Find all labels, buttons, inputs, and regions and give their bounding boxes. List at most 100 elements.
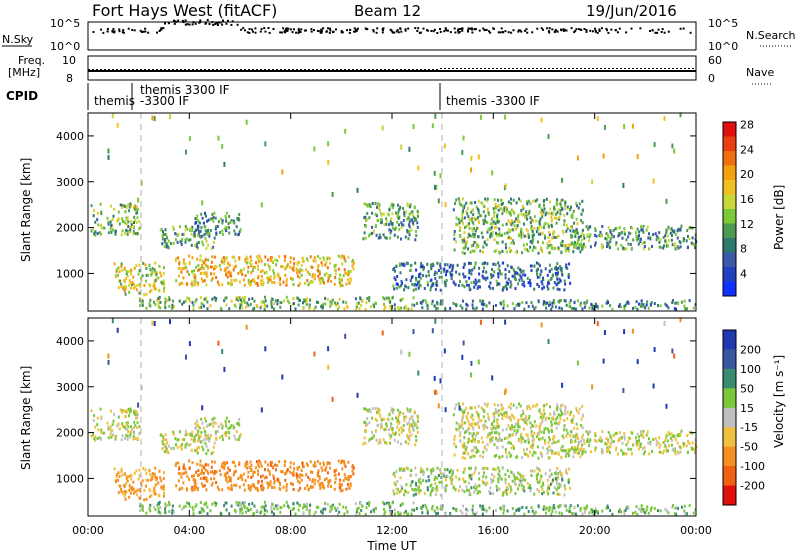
velocity-echo-cell	[221, 434, 224, 438]
velocity-echo-cell	[406, 407, 409, 411]
power-echo-cell	[581, 231, 584, 235]
velocity-echo-cell	[419, 506, 422, 509]
velocity-echo-cell	[268, 472, 271, 476]
power-echo-cell	[227, 281, 230, 285]
power-echo-cell	[267, 263, 270, 267]
nsky-point	[517, 29, 520, 32]
power-echo-cell	[452, 301, 455, 305]
power-echo-cell	[665, 241, 668, 245]
power-echo-cell	[648, 247, 651, 251]
power-echo-cell	[479, 285, 481, 289]
power-echo-cell	[421, 264, 424, 268]
power-echo-cell	[461, 251, 464, 255]
velocity-echo-cell	[96, 416, 99, 420]
power-echo-cell	[323, 281, 326, 285]
velocity-echo-cell	[230, 487, 233, 490]
velocity-echo-cell	[465, 445, 468, 449]
velocity-echo-cell	[651, 450, 653, 453]
power-echo-cell	[662, 236, 665, 239]
velocity-echo-cell	[255, 460, 258, 464]
velocity-echo-cell	[573, 448, 575, 452]
velocity-echo-cell	[260, 484, 262, 488]
velocity-echo-cell	[501, 454, 504, 458]
power-echo-cell	[486, 276, 489, 280]
power-echo-cell	[181, 237, 184, 241]
freq-tick-high: 10	[62, 54, 76, 67]
power-echo-cell	[303, 298, 306, 302]
power-echo-cell	[128, 270, 131, 273]
velocity-echo-cell	[525, 433, 528, 437]
velocity-echo-cell	[530, 429, 533, 433]
velocity-echo-cell	[496, 439, 499, 443]
power-echo-cell	[241, 296, 244, 300]
velocity-echo-cell	[132, 430, 135, 434]
power-echo-cell	[600, 243, 603, 247]
velocity-echo-cell	[291, 482, 294, 486]
velocity-echo-cell	[150, 493, 153, 497]
power-echo-cell	[161, 242, 164, 246]
power-echo-cell	[255, 304, 258, 307]
power-echo-cell	[513, 211, 516, 215]
power-echo-cell	[606, 245, 608, 248]
power-echo-cell	[549, 243, 552, 247]
velocity-echo-cell	[172, 510, 175, 513]
velocity-echo-cell	[223, 504, 226, 508]
nsky-point	[100, 28, 103, 31]
power-echo-cell	[691, 236, 694, 240]
velocity-echo-cell	[385, 424, 388, 428]
velocity-echo-cell	[393, 432, 396, 436]
power-echo-cell	[373, 305, 376, 309]
power-echo-cell	[496, 234, 499, 238]
power-echo-cell	[317, 264, 320, 268]
velocity-echo-cell	[508, 440, 511, 444]
power-echo-cell	[127, 202, 130, 206]
power-echo-cell	[162, 283, 165, 287]
power-echo-cell	[547, 224, 550, 228]
velocity-echo-cell	[474, 434, 477, 438]
velocity-echo-cell	[584, 450, 587, 454]
velocity-echo-cell	[517, 487, 520, 491]
velocity-echo-cell	[338, 510, 341, 514]
power-echo-cell	[498, 227, 501, 231]
power-echo-cell	[472, 243, 475, 247]
power-echo-cell	[393, 287, 396, 291]
velocity-echo-cell	[397, 408, 400, 412]
velocity-echo-cell	[220, 465, 223, 469]
power-echo-cell	[568, 248, 571, 252]
power-echo-cell	[384, 236, 387, 239]
velocity-echo-cell	[564, 406, 567, 410]
velocity-echo-cell	[313, 464, 316, 468]
power-echo-cell	[396, 235, 399, 239]
power-echo-cell	[677, 246, 680, 250]
power-echo-cell	[126, 216, 129, 220]
power-echo-cell	[550, 307, 553, 311]
power-echo-cell	[449, 306, 452, 310]
velocity-echo-cell	[311, 480, 314, 484]
power-echo-cell	[583, 301, 586, 305]
velocity-echo-cell	[269, 463, 272, 467]
power-echo-cell	[395, 264, 398, 268]
power-echo-cell	[490, 218, 493, 222]
power-echo-cell	[136, 231, 139, 235]
velocity-echo-cell	[471, 508, 474, 512]
velocity-echo-cell	[133, 420, 136, 424]
velocity-echo-cell	[556, 415, 559, 419]
power-echo-cell	[311, 275, 314, 279]
power-echo-cell	[439, 288, 442, 292]
velocity-echo-cell	[387, 418, 390, 422]
power-echo-cell	[603, 125, 606, 130]
power-echo-cell	[672, 299, 674, 302]
power-echo-cell	[510, 265, 513, 269]
velocity-echo-cell	[232, 426, 235, 430]
power-echo-cell	[296, 296, 299, 300]
power-echo-cell	[125, 277, 128, 281]
velocity-echo-cell	[569, 413, 572, 417]
power-echo-cell	[188, 136, 191, 142]
nsky-point	[282, 27, 285, 30]
power-echo-cell	[501, 240, 504, 244]
velocity-echo-cell	[219, 435, 221, 439]
velocity-echo-cell	[659, 443, 662, 447]
power-echo-cell	[249, 281, 252, 285]
nsky-point	[295, 31, 298, 34]
velocity-echo-cell	[569, 504, 572, 508]
